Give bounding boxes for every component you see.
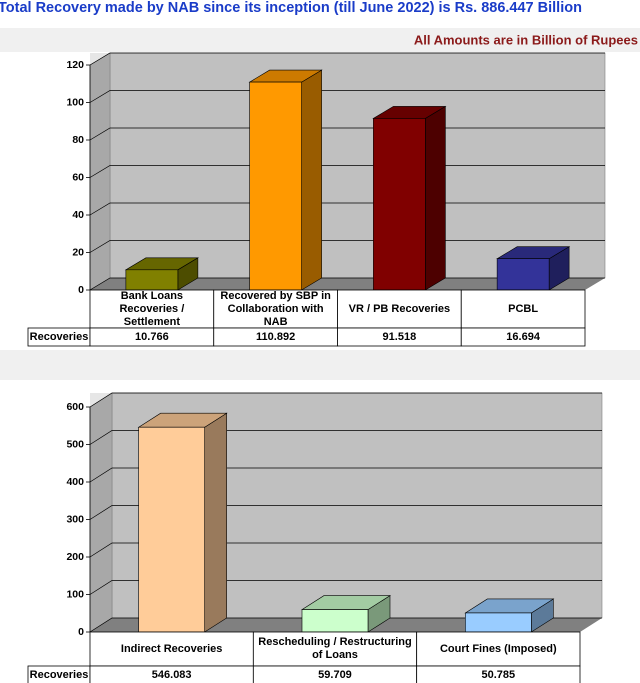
series-label-box: Recoveries — [29, 668, 89, 681]
grid-line — [89, 392, 602, 408]
value-label-box: 110.892 — [256, 330, 296, 343]
y-tick-label: 40 — [72, 209, 84, 221]
page-title: Total Recovery made by NAB since its inc… — [0, 0, 582, 16]
y-tick-label: 0 — [78, 284, 84, 296]
y-tick-label: 20 — [72, 246, 84, 258]
y-tick-label: 100 — [66, 96, 84, 108]
bar — [496, 258, 550, 291]
bar — [465, 612, 532, 633]
y-tick-label: 60 — [72, 171, 84, 183]
value-label-box: 59.709 — [318, 668, 352, 681]
category-label: Rescheduling / Restructuring of Loans — [258, 636, 412, 661]
value-label-box: 91.518 — [382, 330, 417, 343]
grid-line — [89, 580, 602, 595]
series-label-box: Recoveries — [29, 330, 89, 343]
category-label-box: Bank Loans Recoveries / Settlement — [119, 290, 185, 328]
grid-line — [89, 467, 602, 483]
y-tick-label: 120 — [66, 59, 84, 71]
bar-side — [301, 69, 322, 291]
category-label-box: VR / PB Recoveries — [348, 302, 451, 315]
category-label-box: PCBL — [508, 302, 539, 315]
value-label: 91.518 — [382, 330, 417, 343]
value-label-border — [460, 327, 586, 347]
value-label-box: 10.766 — [135, 330, 169, 343]
bar — [138, 426, 205, 633]
bar-side — [425, 105, 446, 291]
value-label: 10.766 — [135, 330, 169, 343]
grid-line — [89, 505, 602, 520]
category-label: Court Fines (Imposed) — [439, 642, 557, 655]
y-tick-label: 100 — [66, 588, 84, 600]
category-label: Recovered by SBP in Collaboration with N… — [220, 290, 331, 328]
category-label: VR / PB Recoveries — [348, 302, 451, 315]
y-tick-label: 600 — [66, 401, 84, 413]
y-tick-label: 300 — [66, 513, 84, 525]
value-label: 546.083 — [151, 668, 192, 681]
bar — [373, 118, 426, 291]
category-label: Bank Loans Recoveries / Settlement — [119, 290, 185, 328]
grid-line — [89, 90, 605, 103]
value-label-box: 546.083 — [151, 668, 192, 681]
value-label-box: 16.694 — [506, 330, 540, 343]
category-label-border — [252, 631, 418, 667]
amount-note: All Amounts are in Billion of Rupees — [414, 32, 638, 47]
category-label-box: Rescheduling / Restructuring of Loans — [258, 636, 412, 661]
category-label-box: Court Fines (Imposed) — [439, 642, 557, 655]
value-label-border — [416, 665, 581, 683]
floor — [90, 278, 605, 290]
value-label-box: 50.785 — [481, 668, 516, 681]
grid-line — [89, 52, 605, 66]
category-label: Indirect Recoveries — [120, 642, 223, 655]
category-label-border — [213, 289, 338, 329]
grid-line — [89, 542, 602, 558]
category-label-border — [416, 631, 581, 667]
category-label-box: Indirect Recoveries — [120, 642, 223, 655]
category-label-box: Recovered by SBP in Collaboration with N… — [220, 290, 331, 328]
value-label: 50.785 — [481, 668, 516, 681]
category-label-border — [337, 289, 462, 329]
separator-band — [0, 350, 640, 380]
y-tick-label: 80 — [72, 134, 84, 146]
category-label: PCBL — [508, 302, 539, 315]
y-tick-label: 200 — [66, 551, 84, 563]
bar — [301, 609, 369, 633]
bar — [249, 81, 302, 291]
value-label: 59.709 — [318, 668, 352, 681]
bar — [125, 269, 179, 291]
series-label: Recoveries — [29, 330, 89, 343]
y-tick-label: 0 — [78, 626, 84, 638]
header-band — [0, 28, 640, 52]
grid-line — [89, 617, 602, 633]
y-tick-label: 400 — [66, 476, 84, 488]
y-tick-label: 500 — [66, 438, 84, 450]
grid-line — [89, 430, 602, 445]
value-label: 16.694 — [506, 330, 540, 343]
series-label: Recoveries — [29, 668, 89, 681]
category-label-border — [89, 289, 215, 329]
bar-side — [204, 412, 227, 633]
value-label: 110.892 — [256, 330, 296, 343]
